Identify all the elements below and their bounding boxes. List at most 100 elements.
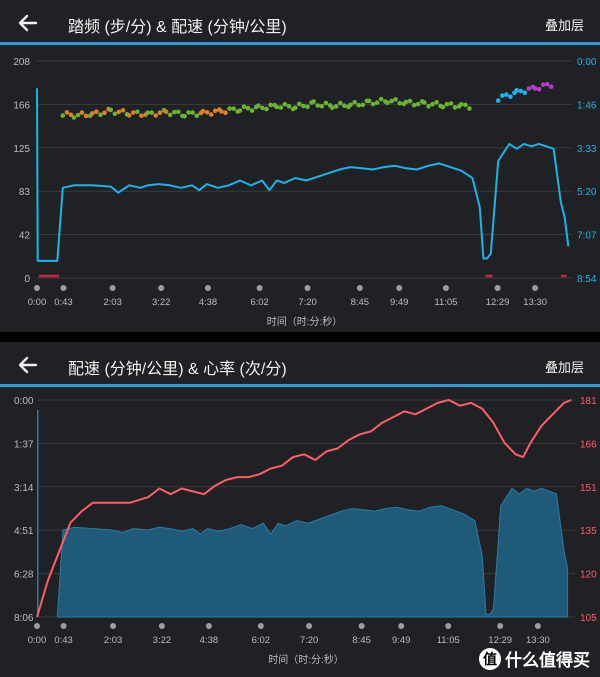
x-tick-label: 11:05: [434, 297, 457, 308]
cadence-point: [79, 110, 85, 115]
cadence-point: [407, 98, 413, 104]
cadence-point: [194, 113, 200, 119]
header-divider: [0, 384, 600, 387]
cadence-point: [440, 104, 446, 110]
x-tick-label: 3:22: [153, 635, 172, 646]
x-axis-label: 时间（时:分:秒）: [268, 653, 344, 666]
y-left-tick-label: 208: [13, 57, 30, 68]
x-tick-label: 13:30: [526, 635, 550, 646]
x-tick-dot: [60, 285, 67, 291]
cadence-point: [397, 101, 403, 106]
y-right-tick-label: 0:00: [577, 57, 597, 68]
cadence-point: [518, 88, 523, 94]
x-tick-label: 4:38: [199, 297, 218, 308]
cadence-point: [311, 99, 317, 104]
cadence-point: [356, 102, 362, 108]
x-tick-dot: [158, 623, 165, 629]
pace-heartrate-panel: 配速 (分钟/公里) & 心率 (次/分) 叠加层 0:00 1:37 3:14 4:…: [0, 342, 600, 677]
cadence-point: [120, 108, 126, 113]
x-tick-label: 11:05: [437, 635, 460, 646]
cadence-point: [293, 105, 298, 111]
x-tick-label: 3:22: [152, 297, 171, 308]
y-left-tick-label: 83: [19, 187, 31, 198]
page-title: 配速 (分钟/公里) & 心率 (次/分): [68, 361, 287, 378]
x-tick-label: 6:02: [252, 635, 271, 646]
overlay-button[interactable]: 叠加层: [544, 360, 584, 375]
cadence-point: [64, 110, 70, 115]
y-left-tick-label: 42: [19, 231, 31, 242]
cadence-point: [348, 102, 353, 108]
overlay-button[interactable]: 叠加层: [544, 18, 584, 33]
x-axis-label: 时间（时:分:秒）: [267, 315, 343, 328]
cadence-point: [444, 101, 450, 107]
cadence-point: [352, 99, 358, 105]
x-tick-dot: [306, 623, 313, 629]
cadence-point: [249, 108, 255, 113]
x-tick-dot: [304, 285, 311, 291]
cadence-point: [329, 105, 335, 110]
cadence-point: [176, 109, 181, 115]
y-left-tick-label: 6:28: [14, 570, 34, 581]
cadence-point: [108, 107, 114, 113]
cadence-point: [286, 104, 292, 109]
cadence-point: [145, 110, 150, 115]
cadence-point: [426, 103, 431, 109]
heart-rate-line: [36, 399, 572, 618]
cadence-point: [167, 112, 173, 118]
panel-header: 配速 (分钟/公里) & 心率 (次/分) 叠加层: [0, 342, 600, 387]
cadence-point: [268, 102, 273, 108]
cadence-point: [172, 109, 177, 115]
cadence-point: [532, 86, 538, 91]
x-tick-dot: [158, 285, 165, 291]
back-arrow-icon[interactable]: [14, 351, 42, 379]
x-tick-label: 9:49: [392, 635, 411, 646]
x-tick-dot: [398, 623, 405, 629]
cadence-point: [231, 106, 236, 111]
cadence-point: [389, 98, 394, 104]
cadence-point: [526, 86, 532, 91]
x-tick-dot: [60, 623, 67, 629]
y-left-tick-label: 4:51: [14, 526, 34, 537]
cadence-point: [338, 100, 343, 106]
cadence-point: [204, 110, 210, 115]
cadence-point: [112, 111, 118, 117]
cadence-point: [260, 105, 265, 111]
cadence-point: [297, 101, 302, 107]
cadence-point: [68, 112, 74, 118]
cadence-point: [163, 109, 169, 114]
x-tick-dot: [396, 285, 403, 291]
x-tick-label: 7:20: [300, 635, 319, 646]
cadence-point: [219, 109, 224, 114]
x-tick-dot: [445, 623, 452, 629]
cadence-point: [459, 102, 464, 107]
x-tick-label: 4:38: [200, 635, 219, 646]
cadence-point: [60, 113, 66, 118]
cadence-point: [83, 113, 89, 119]
cadence-point: [116, 109, 122, 115]
cadence-point: [415, 101, 421, 107]
x-tick-dot: [356, 285, 363, 291]
y-right-tick-label: 3:33: [577, 144, 597, 155]
x-tick-dot: [34, 285, 40, 291]
panel-header: 踏频 (步/分) & 配速 (分钟/公里) 叠加层: [0, 0, 600, 45]
watermark-badge: 值: [479, 647, 501, 670]
back-arrow-icon[interactable]: [14, 9, 42, 37]
cadence-point: [126, 113, 132, 118]
cadence-point: [237, 108, 243, 113]
cadence-point: [374, 100, 380, 105]
cadence-point: [315, 103, 321, 108]
x-tick-dot: [358, 623, 365, 629]
cadence-point: [264, 106, 269, 112]
x-tick-label: 12:29: [486, 297, 510, 308]
x-tick-dot: [442, 285, 449, 291]
cadence-point: [256, 103, 261, 108]
y-left-tick-label: 0:00: [14, 396, 34, 407]
cadence-point: [227, 106, 232, 111]
y-right-tick-label: 151: [580, 483, 597, 494]
cadence-point: [139, 113, 144, 119]
y-right-tick-label: 135: [580, 526, 597, 537]
cadence-point: [360, 102, 366, 108]
x-tick-dot: [497, 623, 504, 629]
cadence-point: [157, 110, 163, 115]
cadence-point: [278, 105, 284, 110]
